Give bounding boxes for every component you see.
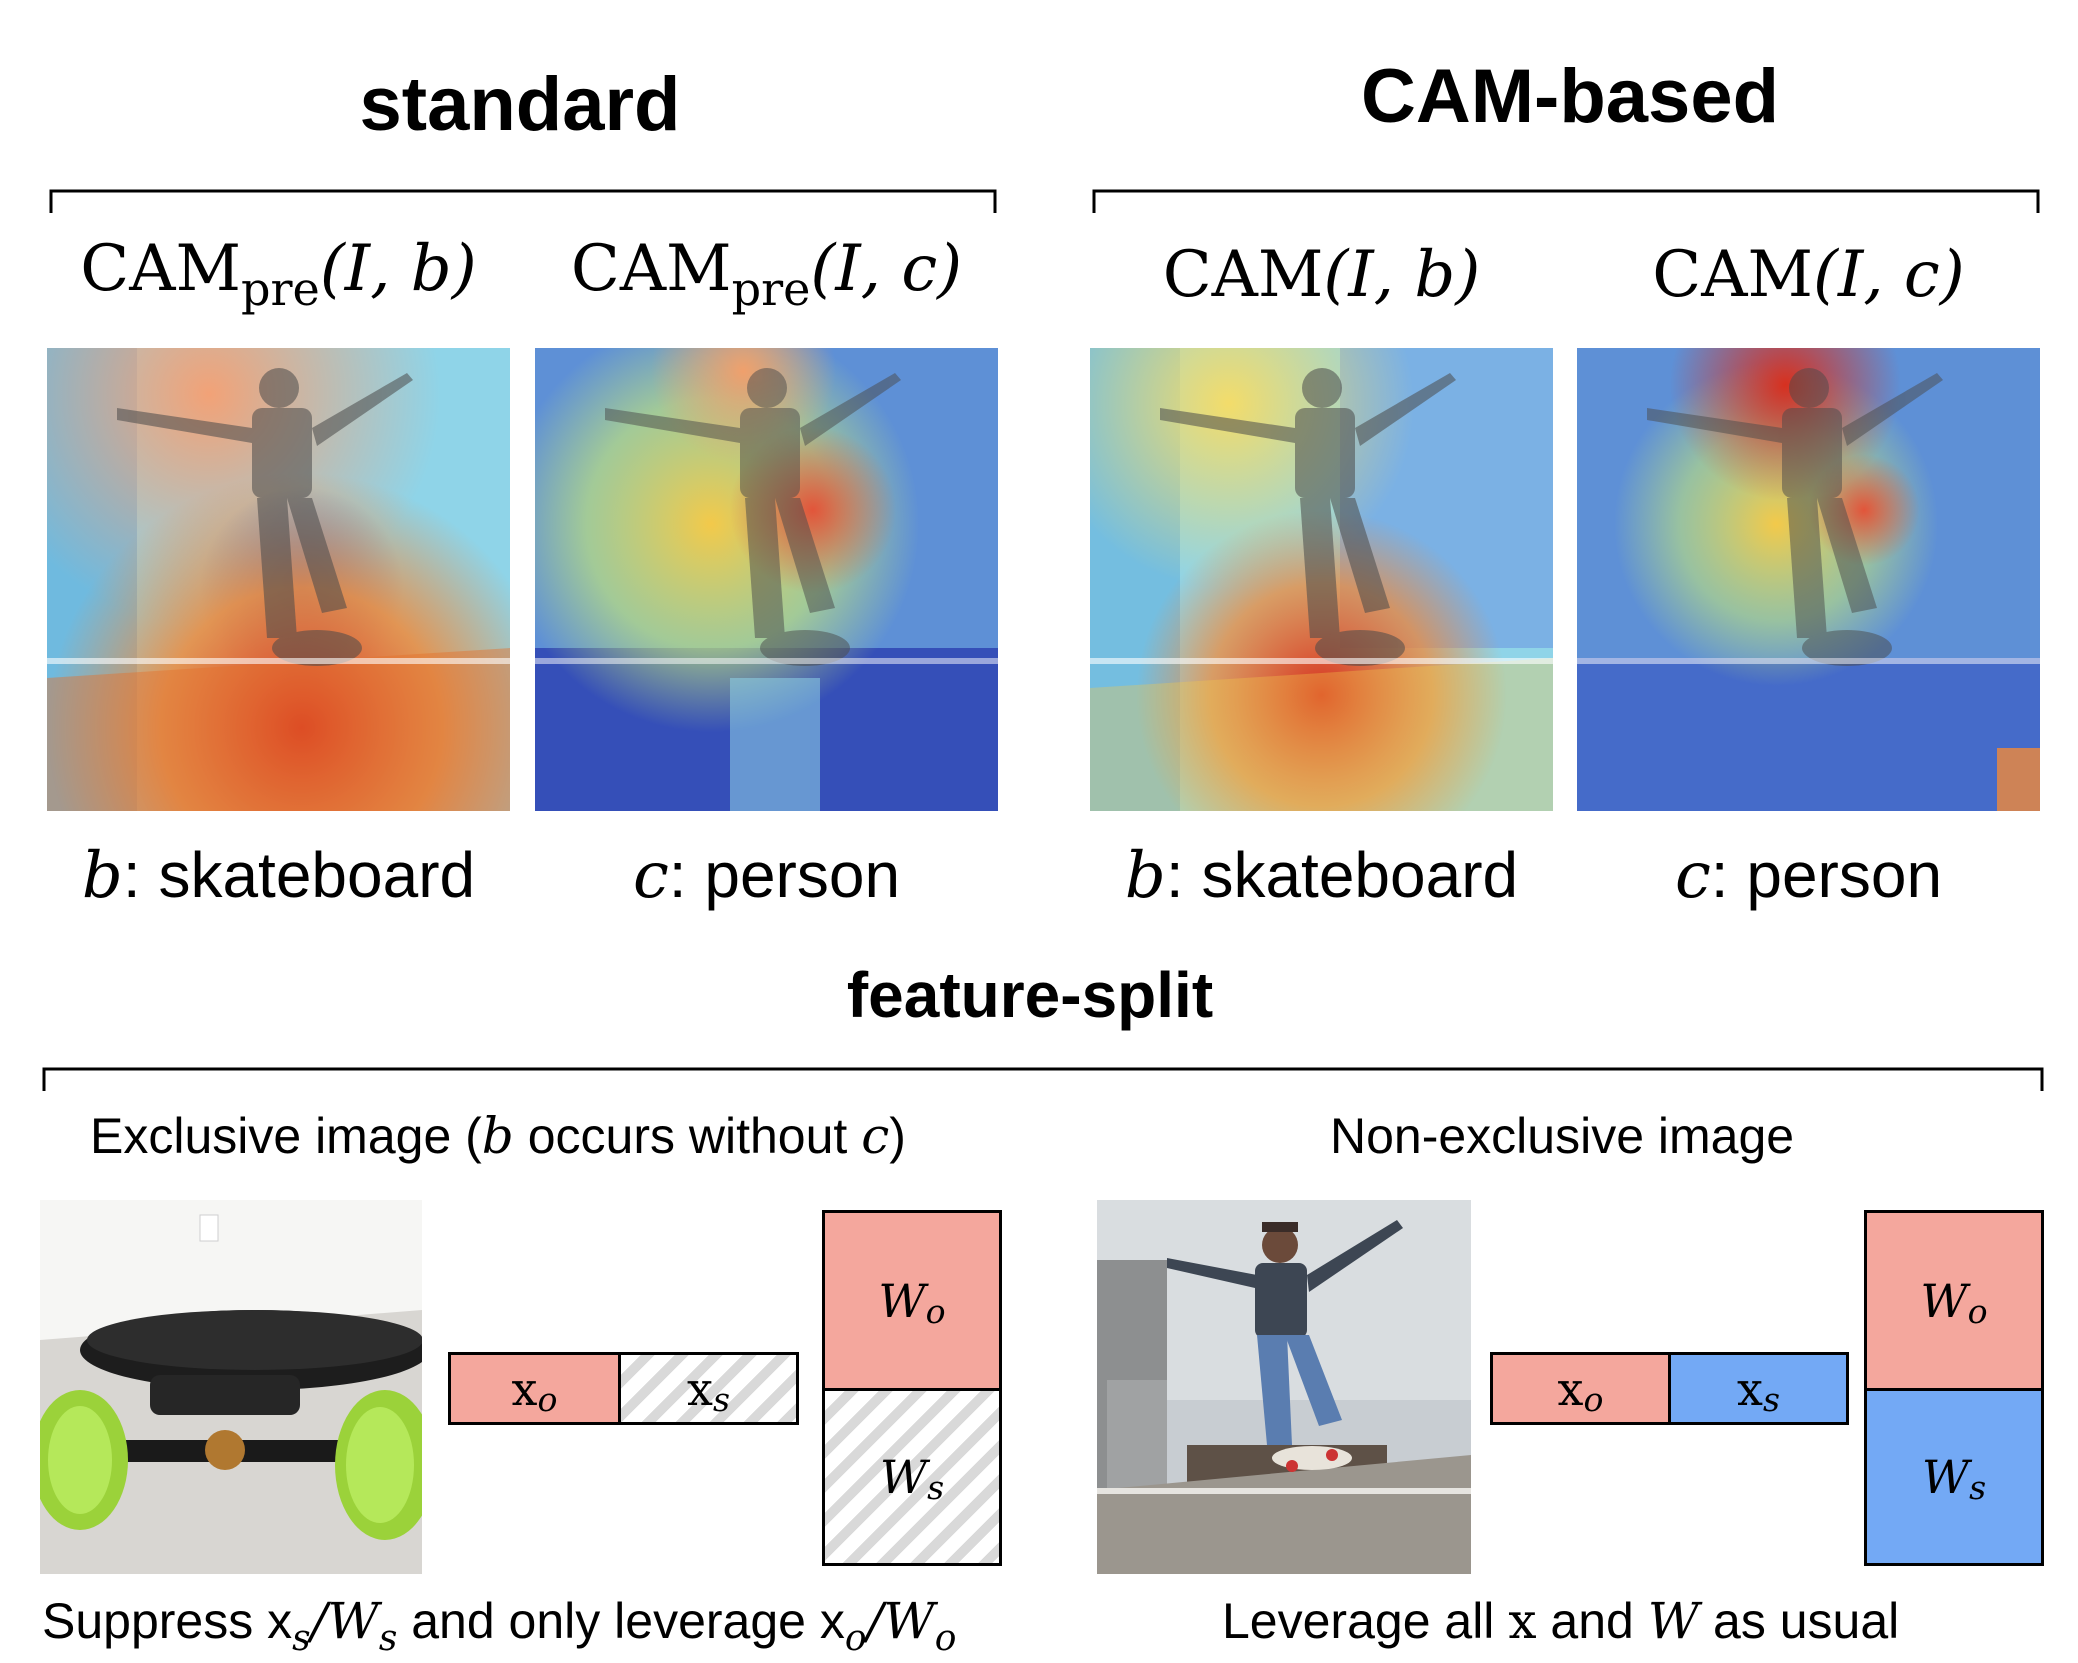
skateboard-label-standard: b: skateboard [81, 839, 476, 913]
exclusive-image-caption: Exclusive image (b occurs without c) [90, 1107, 906, 1165]
standard-bracket [49, 189, 997, 213]
cam-person-heatmap [1577, 348, 2040, 811]
cam-based-heading: CAM-based [1360, 54, 1780, 139]
cam-b-title: CAM(I, b) [1162, 238, 1481, 312]
cam-pre-b-title: CAMpre(I, b) [80, 232, 477, 316]
skater-photo [1097, 1200, 1471, 1574]
cam-pre-c-title: CAMpre(I, c) [570, 232, 963, 316]
non-exclusive-image-caption: Non-exclusive image [1330, 1108, 1795, 1164]
cam-pre-skateboard-heatmap [47, 348, 510, 811]
longboard-photo [40, 1200, 422, 1574]
cam-based-bracket [1092, 189, 2040, 213]
non-exclusive-bottom-caption: Leverage all x and W as usual [1222, 1592, 1900, 1650]
feature-split-bracket [42, 1067, 2044, 1091]
exclusive-bottom-caption: Suppress xs/Ws and only leverage xo/Wo [42, 1592, 957, 1659]
person-label-cam: c: person [1674, 839, 1943, 913]
feature-split-heading: feature-split [846, 959, 1214, 1031]
standard-heading: standard [359, 62, 681, 147]
person-label-standard: c: person [632, 839, 901, 913]
skateboard-label-cam: b: skateboard [1124, 839, 1519, 913]
cam-c-title: CAM(I, c) [1652, 238, 1965, 312]
cam-skateboard-heatmap [1090, 348, 1553, 811]
cam-pre-person-heatmap [535, 348, 998, 811]
